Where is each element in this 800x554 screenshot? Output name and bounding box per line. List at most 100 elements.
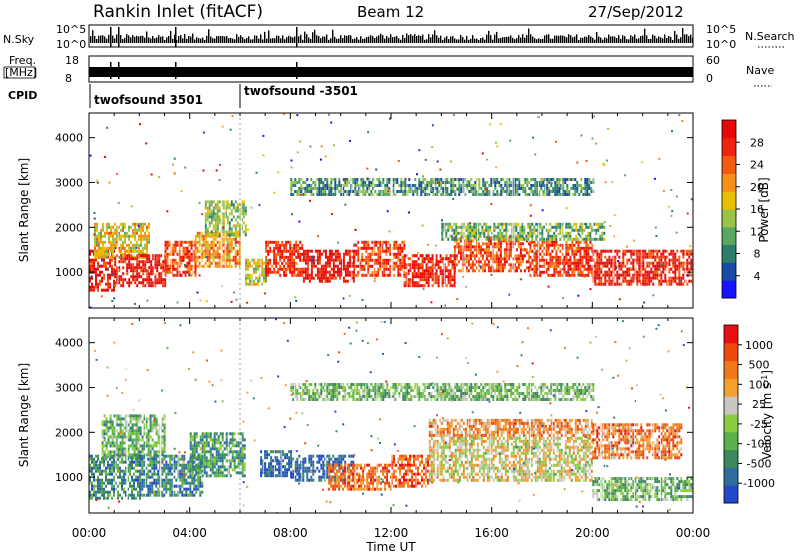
range-cell [499,234,502,238]
range-cell [616,282,619,286]
range-cell [135,496,137,500]
nsky-bar [674,31,676,43]
range-cell [122,222,124,226]
range-cell [137,484,139,488]
range-cell [344,267,347,271]
range-cell [186,267,189,271]
range-cell [338,273,341,277]
range-cell [549,255,552,259]
range-cell [573,252,576,256]
nsky-bar [492,39,494,43]
range-cell [113,478,115,482]
range-cell [616,276,619,280]
range-cell [253,279,255,283]
range-cell [441,237,444,241]
range-cell [630,267,633,271]
range-cell [599,234,602,238]
range-cell [519,248,522,252]
range-cell [581,255,584,259]
range-cell [658,282,661,286]
range-cell [575,240,578,244]
range-cell [212,252,215,256]
range-cell [541,237,544,241]
range-cell [122,284,125,288]
nsky-bar [124,37,126,43]
range-cell [572,187,575,190]
range-cell [128,281,131,285]
range-cell [154,278,157,282]
range-cell [571,228,574,232]
range-cell [212,249,215,253]
range-cell [110,231,112,235]
range-cell [608,273,611,277]
range-cell [670,249,673,253]
range-cell [495,266,498,270]
range-cell [457,251,460,255]
range-cell [601,237,604,241]
range-cell [134,228,136,232]
freq-spike [118,62,120,79]
range-cell [263,270,265,274]
range-cell [600,261,603,265]
range-cell [545,258,548,262]
range-cell [535,228,538,232]
range-cell [427,278,430,282]
range-cell [166,270,169,274]
range-cell [440,184,443,187]
range-cell [206,243,209,247]
range-cell [421,284,424,288]
range-cell [134,246,136,250]
range-cell [356,190,359,193]
range-cell [434,193,437,196]
range-cell [626,261,629,265]
scatter-cell [675,282,678,285]
range-cell [465,269,468,273]
range-cell [152,272,155,276]
nsky-bar [562,35,564,43]
range-cell [398,190,401,193]
range-cell [565,255,568,259]
nsky-bar [422,34,424,43]
range-cell [415,260,418,264]
range-cell [413,272,416,276]
range-cell [212,246,215,250]
range-cell [516,184,519,187]
scatter-cell [529,204,532,207]
nsky-bar [524,37,526,43]
range-cell [166,240,169,244]
range-cell [541,231,544,235]
range-cell [441,278,444,282]
range-cell [591,267,594,271]
range-cell [261,282,263,286]
range-cell [529,225,532,229]
range-cell [279,255,282,259]
range-cell [204,240,207,244]
range-cell [474,187,477,190]
nsky-bar [602,39,604,43]
range-cell [245,276,247,280]
nsky-bar [216,36,218,43]
range-cell [418,184,421,187]
range-cell [377,252,380,256]
range-cell [294,178,297,181]
range-cell [370,190,373,193]
range-cell [108,222,110,226]
range-cell [586,193,589,196]
range-cell [93,460,95,464]
range-cell [168,264,171,268]
scatter-cell [417,252,419,254]
range-cell [589,234,592,238]
range-cell [234,252,237,256]
range-cell [97,484,99,488]
range-cell [146,243,148,247]
range-cell [509,237,512,241]
range-cell [674,261,677,265]
range-cell [445,275,448,279]
nsky-bar [670,37,672,43]
range-cell [416,193,419,196]
range-cell [507,251,510,255]
range-cell [259,258,261,262]
range-cell [379,252,382,256]
range-cell [295,249,298,253]
range-cell [168,240,171,244]
